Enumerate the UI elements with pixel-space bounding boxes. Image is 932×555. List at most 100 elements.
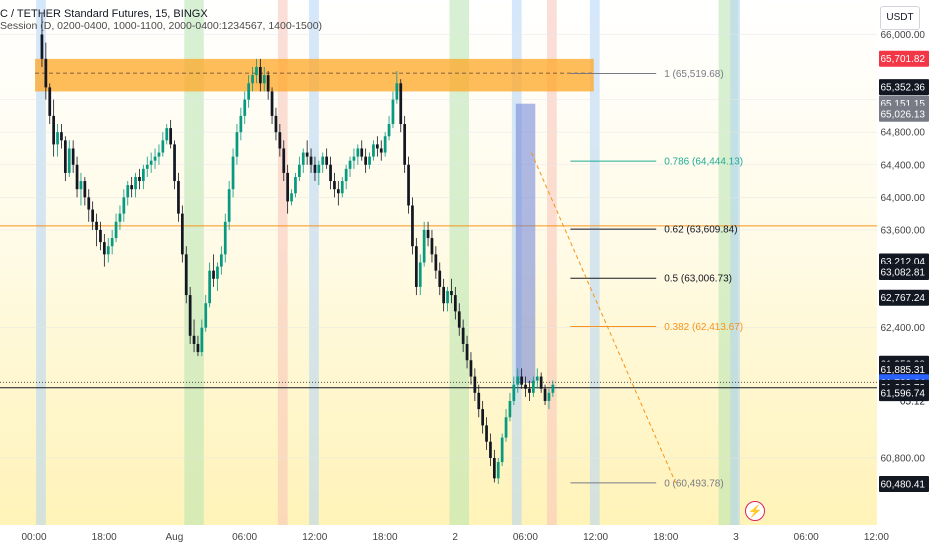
candle-59 xyxy=(270,87,274,125)
candle-90 xyxy=(391,91,395,129)
candle-107 xyxy=(457,303,461,336)
svg-text:61,596.74: 61,596.74 xyxy=(881,389,926,400)
candle-125 xyxy=(528,380,531,401)
svg-text:65,701.82: 65,701.82 xyxy=(881,54,926,65)
candle-40 xyxy=(196,335,200,357)
currency-button[interactable]: USDT xyxy=(880,6,920,30)
y-tick-label-3: 64,400.00 xyxy=(881,160,926,171)
candle-91 xyxy=(395,71,399,104)
candle-74 xyxy=(329,156,332,190)
candle-41 xyxy=(200,319,204,357)
price-tag-3: 65,026.13 xyxy=(879,105,929,122)
candle-128 xyxy=(539,372,543,393)
candle-106 xyxy=(453,286,457,320)
svg-text:63,212.04: 63,212.04 xyxy=(881,257,926,268)
candle-58 xyxy=(266,71,270,100)
candle-6 xyxy=(63,136,67,182)
candle-84 xyxy=(368,152,371,169)
candle-63 xyxy=(286,164,290,214)
session-band-1 xyxy=(184,0,204,525)
candle-42 xyxy=(204,295,208,332)
price-tag-11: 61,596.74 xyxy=(879,385,929,402)
price-tag-8: 61,885.31 xyxy=(879,361,929,378)
candle-9 xyxy=(75,156,79,198)
candle-18 xyxy=(110,229,114,255)
svg-text:65,352.36: 65,352.36 xyxy=(881,83,926,94)
candle-60 xyxy=(274,107,278,141)
candle-10 xyxy=(79,172,83,206)
candle-93 xyxy=(403,115,407,173)
candle-87 xyxy=(379,140,383,161)
fib-label-1: 1 (65,519.68) xyxy=(664,69,724,80)
session-band-7 xyxy=(589,0,600,525)
x-tick-label-3: 06:00 xyxy=(232,532,257,543)
candle-105 xyxy=(450,278,453,304)
candle-89 xyxy=(387,115,391,141)
candle-54 xyxy=(251,67,254,92)
lightning-icon[interactable]: ⚡ xyxy=(745,501,765,521)
candle-117 xyxy=(496,457,500,485)
candle-123 xyxy=(520,368,524,389)
candle-116 xyxy=(492,449,496,483)
candle-70 xyxy=(313,156,317,182)
candle-62 xyxy=(282,140,286,182)
candle-73 xyxy=(325,148,329,169)
session-band-3 xyxy=(309,0,319,525)
x-tick-label-12: 12:00 xyxy=(864,532,889,543)
candle-1 xyxy=(44,42,48,100)
candle-78 xyxy=(344,164,348,190)
x-tick-label-9: 18:00 xyxy=(653,532,678,543)
candle-129 xyxy=(543,384,547,406)
candle-79 xyxy=(348,156,352,177)
highlight-box[interactable] xyxy=(515,103,536,384)
candle-0 xyxy=(40,14,44,68)
candle-97 xyxy=(418,254,422,296)
candle-103 xyxy=(442,278,446,312)
candle-118 xyxy=(500,433,504,467)
session-band-6 xyxy=(547,0,557,525)
candle-22 xyxy=(126,181,130,206)
candle-61 xyxy=(278,124,282,157)
candle-56 xyxy=(258,58,262,92)
supply-zone[interactable] xyxy=(35,58,594,92)
svg-text:63,082.81: 63,082.81 xyxy=(881,268,926,279)
candle-17 xyxy=(106,238,110,263)
svg-text:60,480.41: 60,480.41 xyxy=(881,480,926,491)
countdown-label: 05:12 xyxy=(900,397,925,408)
candle-75 xyxy=(333,172,336,198)
candle-85 xyxy=(372,140,375,161)
symbol-title[interactable]: C / TETHER Standard Futures, 15, BINGX xyxy=(0,8,208,20)
candle-82 xyxy=(360,140,364,161)
price-tag-0: 65,701.82 xyxy=(879,50,929,67)
candle-32 xyxy=(165,124,169,145)
candle-126 xyxy=(531,376,535,397)
session-indicator-label[interactable]: Session (D, 0200-0400, 1000-1100, 2000-0… xyxy=(0,20,323,32)
candle-64 xyxy=(290,189,293,206)
candle-65 xyxy=(294,172,297,198)
x-tick-label-7: 06:00 xyxy=(513,532,538,543)
candle-14 xyxy=(95,213,98,247)
x-tick-label-4: 12:00 xyxy=(302,532,327,543)
candle-67 xyxy=(301,148,305,173)
candle-21 xyxy=(122,189,126,222)
candle-102 xyxy=(438,262,442,296)
candle-19 xyxy=(114,213,118,243)
candle-36 xyxy=(180,205,184,263)
candle-113 xyxy=(481,400,485,434)
candle-35 xyxy=(177,172,180,222)
price-tag-5: 63,082.81 xyxy=(879,264,929,281)
candle-94 xyxy=(407,156,410,214)
candle-110 xyxy=(469,352,473,385)
candle-16 xyxy=(102,233,106,267)
candle-92 xyxy=(399,79,403,133)
candle-127 xyxy=(535,368,539,389)
candle-81 xyxy=(356,144,360,165)
y-tick-label-7: 60,800.00 xyxy=(881,453,926,464)
candle-111 xyxy=(473,368,477,401)
candle-57 xyxy=(262,67,266,92)
candle-53 xyxy=(247,75,251,108)
candle-55 xyxy=(255,58,258,84)
candle-99 xyxy=(426,221,430,247)
